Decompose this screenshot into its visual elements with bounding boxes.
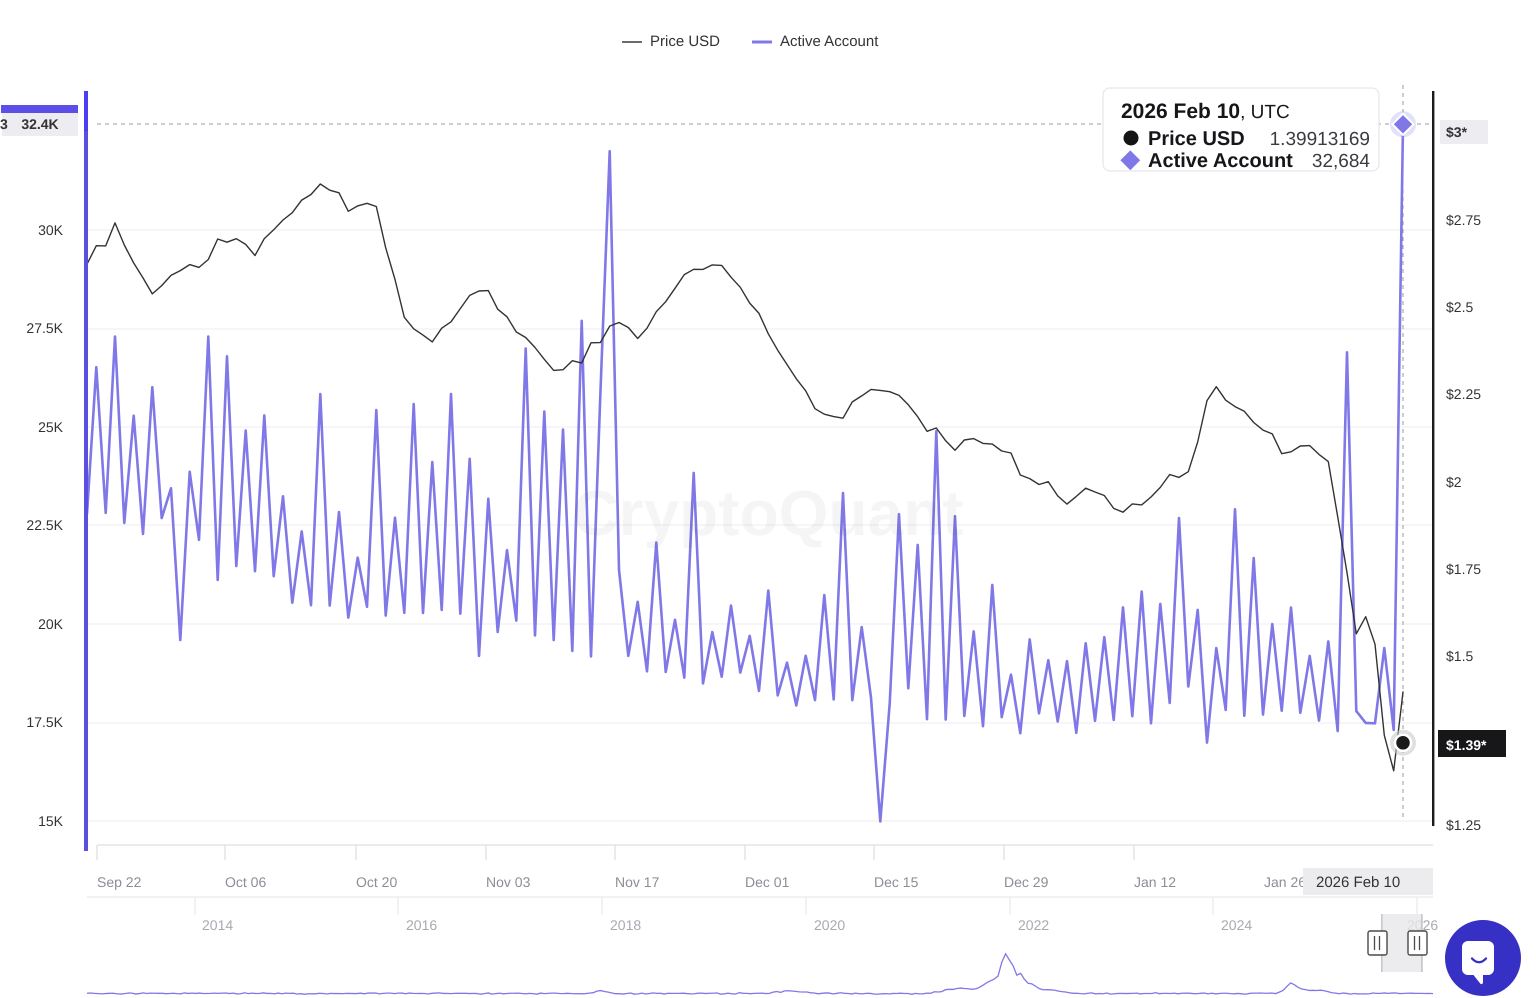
svg-text:$1.25: $1.25 xyxy=(1446,817,1481,833)
svg-text:Dec 15: Dec 15 xyxy=(874,874,919,890)
svg-text:Dec 29: Dec 29 xyxy=(1004,874,1049,890)
svg-text:2026 Feb 10: 2026 Feb 10 xyxy=(1316,874,1400,891)
svg-text:Dec 01: Dec 01 xyxy=(745,874,790,890)
svg-text:2018: 2018 xyxy=(610,917,641,933)
svg-text:$1.75: $1.75 xyxy=(1446,561,1481,577)
svg-text:Jan 12: Jan 12 xyxy=(1134,874,1176,890)
svg-text:Sep 22: Sep 22 xyxy=(97,874,142,890)
svg-text:Nov 03: Nov 03 xyxy=(486,874,531,890)
svg-text:25K: 25K xyxy=(38,419,64,435)
svg-text:Nov 17: Nov 17 xyxy=(615,874,660,890)
svg-text:Jan 26: Jan 26 xyxy=(1264,874,1306,890)
svg-text:15K: 15K xyxy=(38,813,64,829)
svg-text:$2.25: $2.25 xyxy=(1446,386,1481,402)
svg-text:Price USD: Price USD xyxy=(1148,128,1245,150)
svg-text:Active Account: Active Account xyxy=(1148,150,1293,172)
svg-text:30K: 30K xyxy=(38,222,64,238)
svg-text:Oct 06: Oct 06 xyxy=(225,874,266,890)
svg-text:2014: 2014 xyxy=(202,917,233,933)
svg-text:$2: $2 xyxy=(1446,474,1462,490)
svg-text:17.5K: 17.5K xyxy=(26,714,63,730)
svg-text:Oct 20: Oct 20 xyxy=(356,874,397,890)
svg-text:$3*: $3* xyxy=(1446,124,1468,140)
svg-text:$2.5: $2.5 xyxy=(1446,299,1473,315)
svg-text:2016: 2016 xyxy=(406,917,437,933)
svg-text:32,684: 32,684 xyxy=(1312,151,1371,172)
svg-text:$1.5: $1.5 xyxy=(1446,648,1473,664)
svg-text:2020: 2020 xyxy=(814,917,845,933)
svg-text:$2.75: $2.75 xyxy=(1446,212,1481,228)
svg-text:1.39913169: 1.39913169 xyxy=(1270,129,1370,150)
svg-text:2024: 2024 xyxy=(1221,917,1252,933)
svg-text:20K: 20K xyxy=(38,616,64,632)
svg-text:$1.39*: $1.39* xyxy=(1446,737,1487,753)
svg-text:22.5K: 22.5K xyxy=(26,517,63,533)
svg-text:CryptoQuant: CryptoQuant xyxy=(572,477,963,549)
svg-text:32.4K: 32.4K xyxy=(21,116,58,132)
svg-text:2022: 2022 xyxy=(1018,917,1049,933)
svg-text:3: 3 xyxy=(0,116,8,132)
svg-text:2026 Feb 10, UTC: 2026 Feb 10, UTC xyxy=(1121,100,1290,123)
svg-text:27.5K: 27.5K xyxy=(26,320,63,336)
